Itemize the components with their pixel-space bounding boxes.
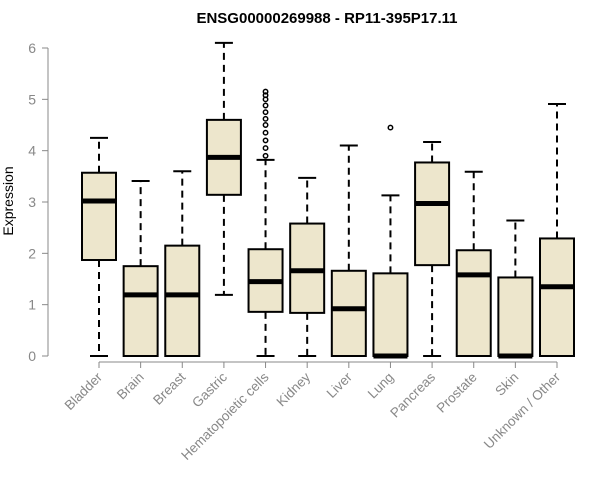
boxes xyxy=(81,41,575,359)
box-iqr xyxy=(164,244,201,357)
outlier-point xyxy=(262,88,269,95)
box-iqr xyxy=(539,237,575,358)
outlier-point xyxy=(387,124,394,131)
box-bladder xyxy=(81,136,117,357)
y-tick-label: 6 xyxy=(28,40,36,56)
box-unknown-other xyxy=(539,102,575,358)
box-iqr xyxy=(81,171,117,262)
box-skin xyxy=(497,219,534,359)
outlier-point xyxy=(262,129,269,136)
box-iqr xyxy=(122,265,159,357)
box-brain xyxy=(122,179,159,357)
outlier-point xyxy=(262,122,269,128)
y-tick-label: 5 xyxy=(28,91,36,107)
box-iqr xyxy=(289,222,326,314)
box-kidney xyxy=(289,176,326,357)
y-tick-label: 0 xyxy=(28,348,36,364)
box-iqr xyxy=(372,272,409,357)
box-liver xyxy=(330,144,367,357)
box-iqr xyxy=(455,249,492,357)
outlier-point xyxy=(262,145,269,152)
x-tick-label: Gastric xyxy=(189,369,230,410)
y-tick-label: 3 xyxy=(28,194,36,210)
x-tick-label: Bladder xyxy=(62,369,106,413)
x-tick-label: Pancreas xyxy=(387,369,438,420)
x-tick-label: Unknown / Other xyxy=(481,369,564,452)
y-axis: 0 1 2 3 4 5 6 xyxy=(28,40,49,364)
box-prostate xyxy=(455,170,492,357)
outlier-point xyxy=(262,152,269,159)
box-iqr xyxy=(414,161,451,267)
x-tick-label: Brain xyxy=(114,370,147,403)
box-gastric xyxy=(205,41,242,296)
outlier-point xyxy=(262,102,269,109)
outlier-point xyxy=(262,109,269,116)
outlier-point xyxy=(262,115,269,122)
y-tick-label: 2 xyxy=(28,245,36,261)
x-tick-label: Breast xyxy=(150,369,188,407)
y-tick-label: 4 xyxy=(28,143,36,159)
x-tick-label: Liver xyxy=(324,369,356,401)
box-iqr xyxy=(330,269,367,357)
chart-title: ENSG00000269988 - RP11-395P17.11 xyxy=(196,10,457,27)
outlier-point xyxy=(262,137,269,144)
box-pancreas xyxy=(414,140,451,357)
box-iqr xyxy=(497,276,534,357)
box-breast xyxy=(164,170,201,357)
y-axis-label: Expression xyxy=(0,166,16,235)
x-tick-label: Skin xyxy=(492,370,521,399)
box-lung xyxy=(372,124,409,359)
x-tick-label: Lung xyxy=(365,370,397,402)
box-hematopoietic-cells xyxy=(247,88,284,357)
outlier-point xyxy=(262,92,269,99)
y-tick-label: 1 xyxy=(28,297,36,313)
x-tick-label: Prostate xyxy=(434,370,480,416)
x-tick-label: Kidney xyxy=(274,369,314,409)
